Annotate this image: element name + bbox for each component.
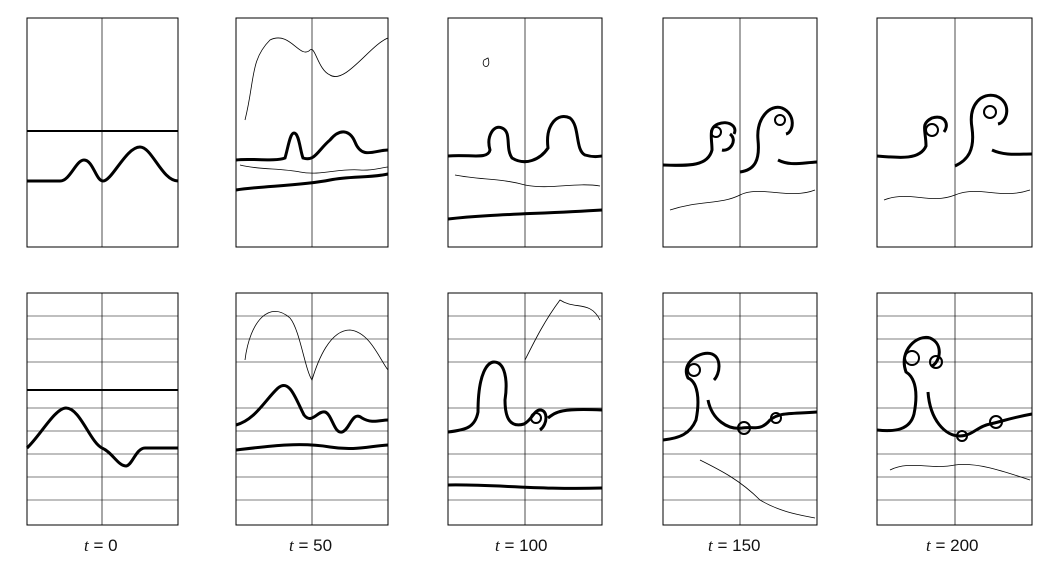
panel-top-t150	[662, 17, 818, 248]
panel-top-t200	[876, 17, 1033, 248]
caption-t150: t = 150	[708, 536, 761, 555]
panel-top-t0	[26, 17, 179, 248]
caption-t200: t = 200	[926, 536, 979, 555]
caption-t50: t = 50	[289, 536, 333, 555]
panel-bottom-t0	[25, 292, 179, 526]
panel-top-t50	[235, 17, 389, 248]
panel-bottom-t50	[235, 292, 389, 526]
panel-bottom-t150	[662, 292, 818, 526]
panel-bottom-t200	[876, 292, 1033, 526]
caption-t100: t = 100	[495, 536, 548, 555]
caption-t0: t = 0	[84, 536, 118, 555]
panel-bottom-t100	[447, 292, 603, 526]
panel-top-t100	[447, 17, 603, 248]
